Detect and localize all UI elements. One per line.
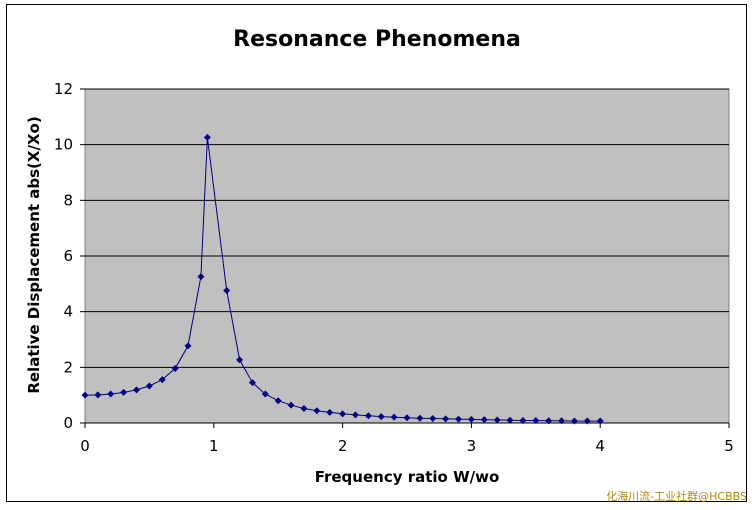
data-markers [81,133,604,425]
x-axis-label: Frequency ratio W/wo [315,468,500,486]
y-tick-label: 6 [63,247,73,265]
data-point [467,415,475,423]
data-point [120,388,128,396]
data-point [377,413,385,421]
x-tick-marks [84,423,730,428]
data-point [133,386,141,394]
y-axis-label: Relative Displacement abs(X/Xo) [25,116,43,393]
data-point [493,416,501,424]
data-point [545,417,553,425]
data-point [351,411,359,419]
data-point [203,133,211,141]
y-tick-labels: 0 2 4 6 8 10 12 [54,80,73,432]
data-point [184,342,192,350]
data-point [313,407,321,415]
data-point [236,356,244,364]
y-tick-label: 12 [54,80,73,98]
data-point [480,416,488,424]
data-point [403,414,411,422]
y-tick-label: 2 [63,358,73,376]
data-point [429,415,437,423]
data-point [287,401,295,409]
data-point [558,417,566,425]
y-tick-label: 4 [63,303,73,321]
data-point [506,416,514,424]
data-point [107,390,115,398]
data-point [416,414,424,422]
data-point [197,273,205,281]
y-tick-label: 10 [54,136,73,154]
data-point [248,379,256,387]
chart-title: Resonance Phenomena [233,27,521,52]
data-point [596,417,604,425]
data-point [339,410,347,418]
data-point [364,412,372,420]
x-tick-label: 0 [80,437,90,455]
data-point [442,415,450,423]
data-point [570,417,578,425]
data-point [261,390,269,398]
data-point [519,416,527,424]
x-tick-label: 2 [338,437,348,455]
x-tick-label: 4 [595,437,605,455]
gridlines [80,88,729,424]
data-point [583,417,591,425]
y-tick-label: 8 [63,191,73,209]
data-point [455,415,463,423]
data-point [300,405,308,413]
data-point [390,413,398,421]
data-point [274,397,282,405]
x-tick-label: 3 [467,437,477,455]
x-tick-label: 1 [209,437,219,455]
x-tick-labels: 0 1 2 3 4 5 [80,437,734,455]
data-point [145,382,153,390]
data-point [171,364,179,372]
x-tick-label: 5 [724,437,734,455]
data-point [158,376,166,384]
y-tick-label: 0 [63,414,73,432]
data-point [94,391,102,399]
data-point [223,287,231,295]
watermark: 化海川流-工业社群@HCBBS [606,490,747,503]
data-point [532,416,540,424]
data-point [326,408,334,416]
data-point [81,391,89,399]
